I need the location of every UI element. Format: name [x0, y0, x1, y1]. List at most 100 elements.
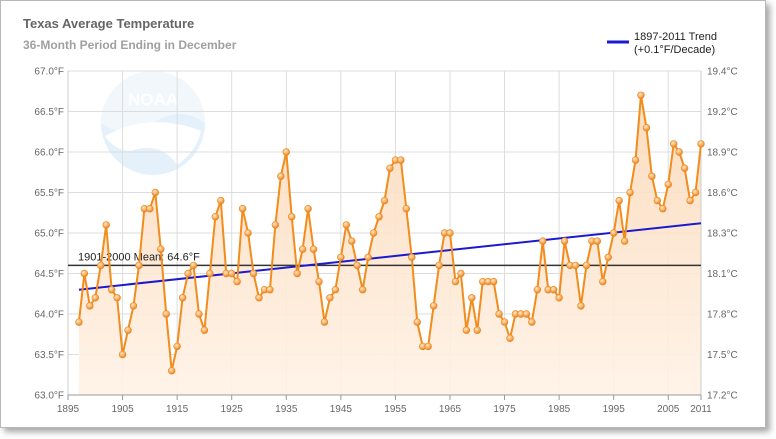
y-right-tick-label: 18.9°C: [707, 148, 738, 159]
data-point: [309, 245, 318, 253]
chart-title: Texas Average Temperature: [23, 16, 194, 31]
chart-subtitle: 36-Month Period Ending in December: [23, 38, 237, 52]
data-point: [86, 302, 94, 310]
data-point: [331, 286, 340, 294]
trend: [78, 222, 702, 291]
legend-trend-rate: (+0.1°F/Decade): [634, 44, 715, 56]
data-point: [200, 326, 209, 334]
data-point: [206, 269, 214, 278]
data-point: [413, 318, 421, 326]
axes: 63.0°F 17.2°C 63.5°F 17.5°C 64.0°F 17.8°C 64.5…: [34, 67, 737, 416]
data-point: [211, 213, 220, 221]
data-point: [189, 261, 198, 270]
data-point: [129, 302, 138, 310]
data-point: [228, 269, 236, 278]
y-right-tick-label: 17.8°C: [707, 310, 738, 321]
data-point: [238, 205, 247, 213]
data-point: [342, 221, 350, 229]
noaa-logo: NOAA: [101, 71, 205, 175]
y-right-tick-label: 19.4°C: [707, 67, 738, 78]
data-point: [298, 245, 307, 253]
x-tick-label: 1985: [548, 404, 571, 415]
data-point: [358, 286, 367, 294]
data-point: [500, 318, 509, 326]
data-point: [397, 156, 405, 164]
data-point: [582, 261, 591, 270]
data-point: [408, 253, 416, 261]
y-right-tick-label: 17.2°C: [707, 391, 738, 402]
data-point: [97, 261, 105, 270]
x-tick-label: 1895: [57, 404, 80, 415]
chart-frame: Texas Average Temperature 36-Month Perio…: [0, 0, 766, 428]
data-point: [255, 294, 263, 302]
data-point: [468, 294, 476, 302]
x-tick-label: 2005: [657, 404, 680, 415]
data-point: [233, 277, 241, 286]
data-point: [631, 156, 640, 164]
data-point: [659, 205, 667, 213]
x-tick-label: 1915: [166, 404, 189, 415]
trend-line: [78, 222, 702, 291]
y-right-tick-label: 17.5°C: [707, 350, 738, 361]
y-right-tick-label: 18.1°C: [707, 269, 738, 280]
data-point: [473, 326, 481, 334]
x-tick-label: 1905: [111, 404, 134, 415]
y-left-tick-label: 65.0°F: [34, 229, 64, 240]
data-point: [277, 172, 285, 181]
data-point: [533, 286, 541, 294]
data-point: [555, 294, 563, 302]
data-point: [184, 269, 192, 278]
legend: 1897-2011 Trend (+0.1°F/Decade): [607, 31, 717, 56]
data-point: [304, 205, 312, 213]
data-point: [369, 229, 378, 237]
data-point: [337, 253, 345, 261]
data-point: [402, 205, 411, 213]
data-point: [353, 261, 361, 270]
area-fill: [78, 95, 701, 396]
data-point: [451, 277, 460, 286]
data-point: [489, 277, 498, 286]
y-left-tick-label: 66.0°F: [34, 148, 64, 159]
data-point: [637, 91, 645, 100]
data-point: [664, 180, 672, 189]
data-point: [615, 196, 623, 205]
data-point: [320, 318, 329, 326]
data-point: [282, 148, 290, 156]
data-point: [135, 261, 143, 270]
data-point: [675, 148, 683, 156]
data-point: [549, 286, 558, 294]
data-point: [173, 342, 181, 351]
data-point: [506, 334, 514, 342]
data-point: [249, 269, 258, 278]
data-point: [348, 237, 356, 245]
data-point: [653, 196, 662, 205]
data-point: [593, 237, 602, 245]
series-area: [78, 95, 701, 396]
data-point: [375, 213, 383, 221]
data-point: [495, 310, 503, 318]
data-point: [435, 261, 443, 270]
data-point: [604, 253, 612, 261]
y-left-tick-label: 63.5°F: [34, 350, 64, 361]
data-point: [146, 205, 154, 213]
x-tick-label: 1975: [493, 404, 516, 415]
data-point: [560, 237, 569, 245]
data-point: [571, 261, 580, 270]
legend-trend-label: 1897-2011 Trend: [634, 31, 717, 43]
data-point: [288, 213, 296, 221]
data-point: [364, 253, 372, 261]
data-point: [680, 164, 689, 172]
data-point: [157, 245, 165, 253]
data-point: [691, 188, 700, 197]
data-point: [670, 140, 678, 148]
data-point: [697, 140, 705, 148]
x-tick-label: 1955: [384, 404, 407, 415]
data-point: [266, 286, 274, 294]
data-point: [102, 221, 110, 229]
data-point: [195, 310, 203, 318]
y-right-tick-label: 19.2°C: [707, 107, 738, 118]
data-point: [648, 172, 656, 181]
data-point: [271, 221, 280, 229]
x-tick-label: 2011: [690, 404, 712, 415]
y-right-tick-label: 18.3°C: [707, 229, 738, 240]
